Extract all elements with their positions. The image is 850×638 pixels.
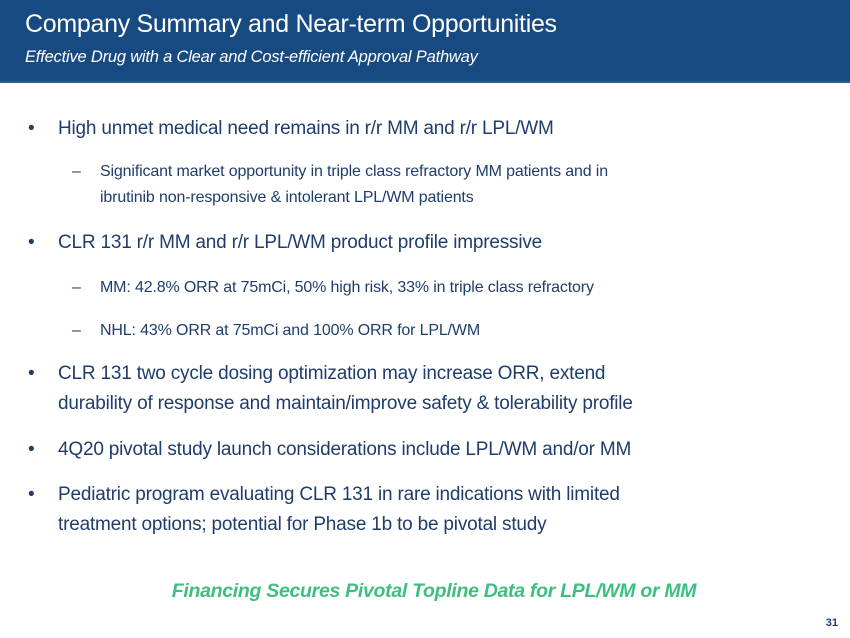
bullet-pediatric-program: • Pediatric program evaluating CLR 131 i… <box>28 480 620 540</box>
bullet-dash-icon: – <box>72 163 81 180</box>
subbullet-nhl-results: – NHL: 43% ORR at 75mCi and 100% ORR for… <box>72 318 480 344</box>
slide-subtitle: Effective Drug with a Clear and Cost-eff… <box>25 48 478 66</box>
bullet-dot-icon: • <box>28 118 35 139</box>
slide-title: Company Summary and Near-term Opportunit… <box>25 10 557 38</box>
bullet-dot-icon: • <box>28 439 35 460</box>
title-banner: Company Summary and Near-term Opportunit… <box>0 0 850 83</box>
bullet-dash-icon: – <box>72 322 81 339</box>
bullet-unmet-need: • High unmet medical need remains in r/r… <box>28 114 554 144</box>
bullet-dash-icon: – <box>72 279 81 296</box>
financing-callout: Financing Secures Pivotal Topline Data f… <box>171 580 697 602</box>
bullet-dot-icon: • <box>28 232 35 253</box>
bullet-dot-icon: • <box>28 363 35 384</box>
bullet-product-profile: • CLR 131 r/r MM and r/r LPL/WM product … <box>28 228 542 258</box>
subbullet-mm-results: – MM: 42.8% ORR at 75mCi, 50% high risk,… <box>72 275 594 301</box>
bullet-dot-icon: • <box>28 484 35 505</box>
bullet-dosing-optimization: • CLR 131 two cycle dosing optimization … <box>28 359 633 419</box>
subbullet-market-opportunity: – Significant market opportunity in trip… <box>72 159 608 211</box>
page-number: 31 <box>825 617 838 629</box>
bullet-pivotal-study: • 4Q20 pivotal study launch consideratio… <box>28 435 631 465</box>
